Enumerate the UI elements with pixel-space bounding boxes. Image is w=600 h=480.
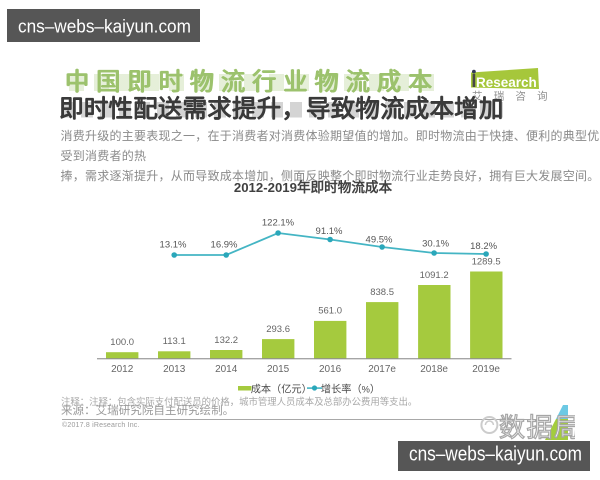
svg-text:16.9%: 16.9% [211,239,238,250]
svg-text:1289.5: 1289.5 [472,256,501,267]
svg-text:18.2%: 18.2% [470,241,497,252]
svg-text:增长率（%）: 增长率（%） [321,383,380,396]
svg-text:561.0: 561.0 [318,306,342,317]
svg-text:1091.2: 1091.2 [420,270,449,281]
svg-text:2014: 2014 [215,364,238,375]
svg-text:Research: Research [476,75,537,90]
svg-text:2013: 2013 [163,364,186,375]
svg-text:132.2: 132.2 [214,335,238,346]
svg-text:30.1%: 30.1% [422,238,449,249]
svg-text:2019e: 2019e [472,364,500,375]
svg-text:数据局: 数据局 [499,413,575,443]
svg-text:91.1%: 91.1% [316,226,343,237]
svg-text:100.0: 100.0 [110,337,134,348]
svg-text:艾瑞咨询: 艾瑞咨询 [472,90,559,103]
svg-text:2017e: 2017e [368,364,396,375]
svg-text:13.1%: 13.1% [160,239,187,250]
svg-text:2015: 2015 [267,364,290,375]
svg-text:293.6: 293.6 [266,324,290,335]
svg-text:113.1: 113.1 [163,336,186,347]
svg-text:122.1%: 122.1% [262,217,295,228]
svg-text:2016: 2016 [319,364,342,375]
svg-text:49.5%: 49.5% [366,234,393,245]
svg-text:2012: 2012 [111,364,134,375]
svg-text:2018e: 2018e [420,364,448,375]
svg-text:成本（亿元）: 成本（亿元） [251,383,312,396]
svg-text:838.5: 838.5 [370,287,394,298]
